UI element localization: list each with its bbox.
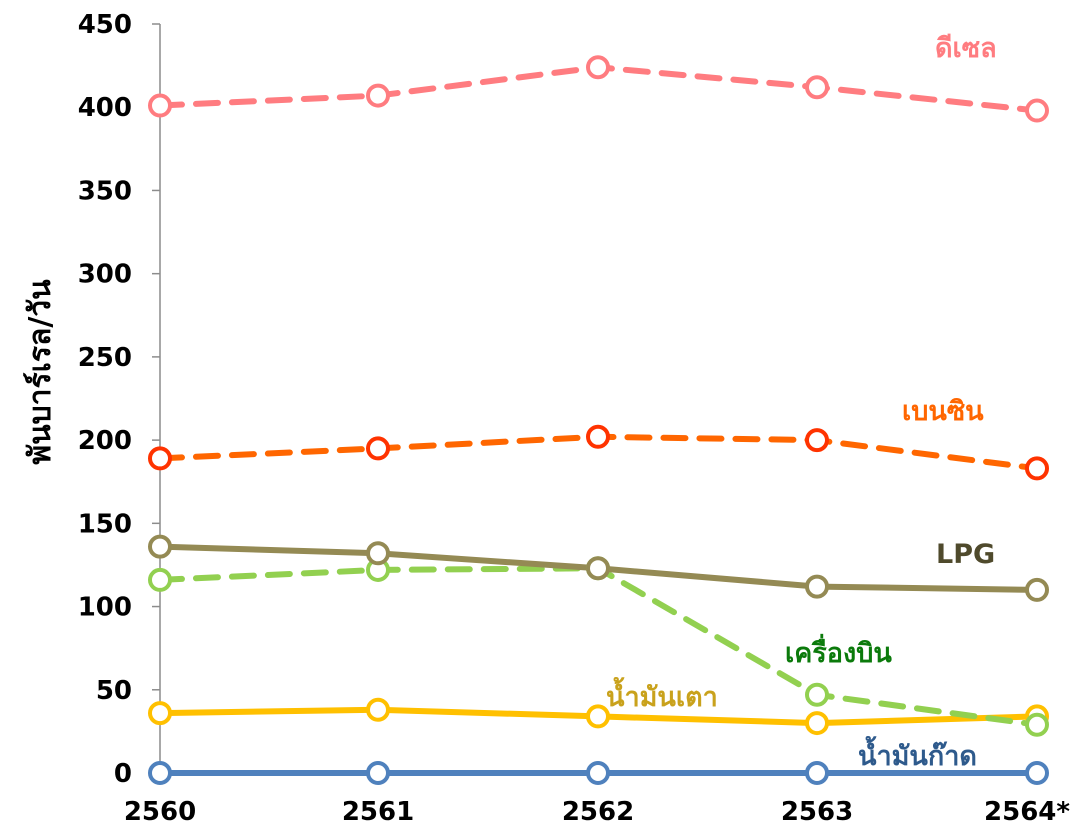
data-point (586, 55, 610, 80)
x-tick-label: 2564* (984, 797, 1070, 827)
data-point (148, 93, 172, 118)
x-tick-label: 2563 (781, 797, 853, 827)
data-point (148, 567, 172, 592)
series-markers (148, 55, 1049, 785)
data-point (586, 704, 610, 729)
series-label: ดีเซล (935, 33, 997, 64)
series-line (157, 565, 1040, 728)
y-axis-title: พันบาร์เรล/วัน (23, 279, 58, 465)
data-point (805, 711, 829, 736)
data-point (148, 761, 172, 785)
data-point (148, 446, 172, 471)
data-point (805, 75, 829, 100)
data-point (366, 697, 390, 722)
x-tick-label: 2560 (124, 797, 196, 827)
data-point (148, 701, 172, 726)
data-point (805, 682, 829, 707)
y-tick-label: 300 (78, 260, 132, 290)
data-point (148, 534, 172, 559)
series-label: น้ำมันเตา (606, 676, 718, 713)
series-label: เบนซิน (902, 396, 984, 427)
data-point (1025, 761, 1049, 785)
data-point (1025, 577, 1049, 602)
series-label: น้ำมันก๊าด (858, 735, 977, 772)
data-point (366, 83, 390, 108)
data-point (1025, 98, 1049, 123)
series-label: เครื่องบิน (785, 633, 892, 669)
y-tick-label: 400 (78, 93, 132, 123)
series-label: LPG (936, 539, 995, 570)
y-tick-label: 100 (78, 593, 132, 623)
data-point (805, 428, 829, 453)
data-point (366, 541, 390, 566)
y-tick-label: 250 (78, 343, 132, 373)
y-tick-label: 50 (96, 676, 132, 706)
data-point (1025, 712, 1049, 737)
y-tick-label: 0 (114, 759, 132, 789)
y-tick-label: 200 (78, 426, 132, 456)
data-point (366, 436, 390, 461)
x-tick-label: 2561 (342, 797, 414, 827)
y-tick-label: 450 (78, 10, 132, 40)
data-point (366, 761, 390, 785)
data-point (1025, 456, 1049, 481)
data-point (586, 761, 610, 785)
data-point (586, 424, 610, 449)
y-tick-label: 350 (78, 176, 132, 206)
y-tick-label: 150 (78, 509, 132, 539)
axes: 0 50 100 150 200 250 300 350 400 450 2560 2561 2562 2… (78, 10, 1071, 827)
x-tick-label: 2562 (562, 797, 634, 827)
data-point (805, 574, 829, 599)
data-point (805, 761, 829, 785)
data-point (586, 556, 610, 581)
